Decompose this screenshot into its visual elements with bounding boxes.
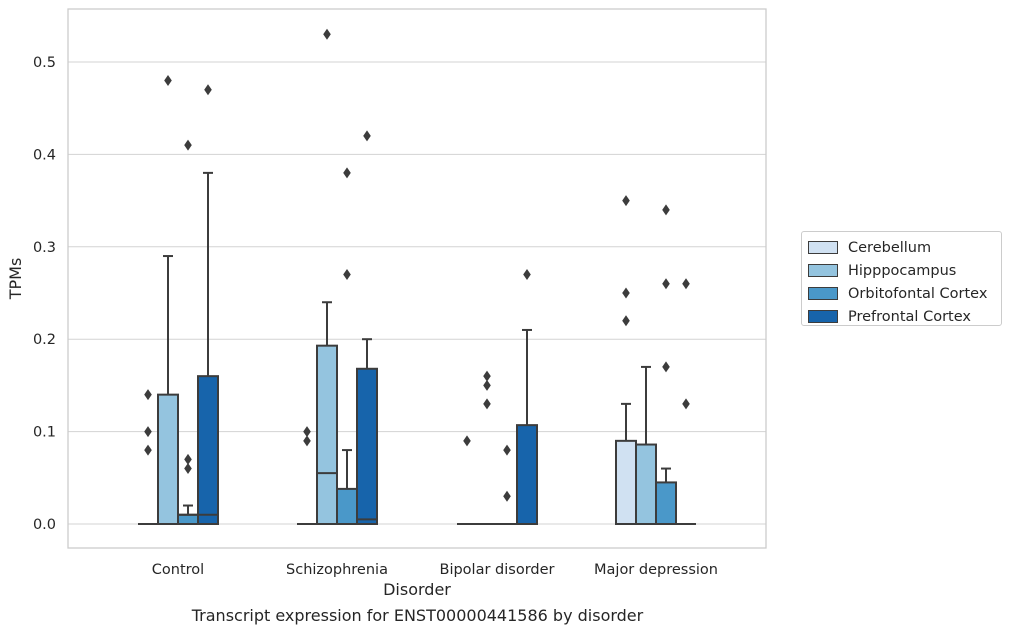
- outlier-point: [682, 398, 690, 410]
- legend-swatch-cerebellum: [808, 241, 838, 254]
- outlier-point: [682, 278, 690, 290]
- legend-label-orbitofrontal: Orbitofontal Cortex: [848, 285, 988, 302]
- legend-swatch-prefrontal: [808, 310, 838, 323]
- y-tick-label: 0.1: [33, 425, 56, 441]
- x-tick-label: Schizophrenia: [286, 562, 388, 578]
- outlier-point: [622, 315, 630, 327]
- x-tick-label: Major depression: [594, 562, 718, 578]
- outlier-point: [523, 269, 531, 281]
- outlier-point: [144, 389, 152, 401]
- outlier-point: [622, 287, 630, 299]
- y-axis-label: TPMs: [6, 258, 25, 301]
- box: [635, 443, 657, 526]
- outlier-point: [343, 167, 351, 179]
- outlier-point: [184, 463, 192, 475]
- outlier-point: [622, 195, 630, 207]
- box: [316, 344, 338, 525]
- box: [655, 481, 677, 526]
- legend-item-hippocampus: Hipppocampus: [808, 259, 1001, 282]
- outlier-point: [343, 269, 351, 281]
- y-tick-label: 0.4: [33, 147, 56, 163]
- box: [356, 367, 378, 525]
- box: [516, 424, 538, 525]
- outlier-point: [323, 28, 331, 40]
- outlier-point: [164, 74, 172, 86]
- outlier-point: [303, 435, 311, 447]
- outlier-point: [483, 370, 491, 382]
- y-tick-label: 0.3: [33, 240, 56, 256]
- box: [157, 393, 179, 526]
- y-tick-label: 0.2: [33, 332, 56, 348]
- legend-item-prefrontal: Prefrontal Cortex: [808, 305, 1001, 328]
- legend-label-cerebellum: Cerebellum: [848, 239, 932, 256]
- legend-swatch-orbitofrontal: [808, 287, 838, 300]
- outlier-point: [303, 426, 311, 438]
- box: [615, 439, 637, 525]
- box: [336, 487, 358, 525]
- y-tick-label: 0.5: [33, 55, 56, 71]
- outlier-point: [463, 435, 471, 447]
- outlier-point: [662, 361, 670, 373]
- outlier-point: [204, 84, 212, 96]
- legend-item-orbitofrontal: Orbitofontal Cortex: [808, 282, 1001, 305]
- legend-label-prefrontal: Prefrontal Cortex: [848, 308, 971, 325]
- x-axis-label: Disorder: [383, 580, 451, 599]
- outlier-point: [144, 444, 152, 456]
- outlier-point: [144, 426, 152, 438]
- box: [197, 375, 219, 525]
- legend-swatch-hippocampus: [808, 264, 838, 277]
- outlier-point: [483, 379, 491, 391]
- figure-caption: Transcript expression for ENST0000044158…: [191, 606, 644, 625]
- legend: Cerebellum Hipppocampus Orbitofontal Cor…: [801, 231, 1002, 326]
- x-tick-label: Bipolar disorder: [440, 562, 555, 578]
- y-tick-label: 0.0: [33, 517, 56, 533]
- legend-item-cerebellum: Cerebellum: [808, 236, 1001, 259]
- outlier-point: [483, 398, 491, 410]
- legend-label-hippocampus: Hipppocampus: [848, 262, 957, 279]
- outlier-point: [662, 278, 670, 290]
- outlier-point: [363, 130, 371, 142]
- outlier-point: [662, 204, 670, 216]
- outlier-point: [503, 490, 511, 502]
- box: [177, 513, 199, 526]
- outlier-point: [503, 444, 511, 456]
- x-tick-label: Control: [152, 562, 204, 578]
- plot-frame: [67, 8, 767, 549]
- outlier-point: [184, 139, 192, 151]
- outlier-point: [184, 453, 192, 465]
